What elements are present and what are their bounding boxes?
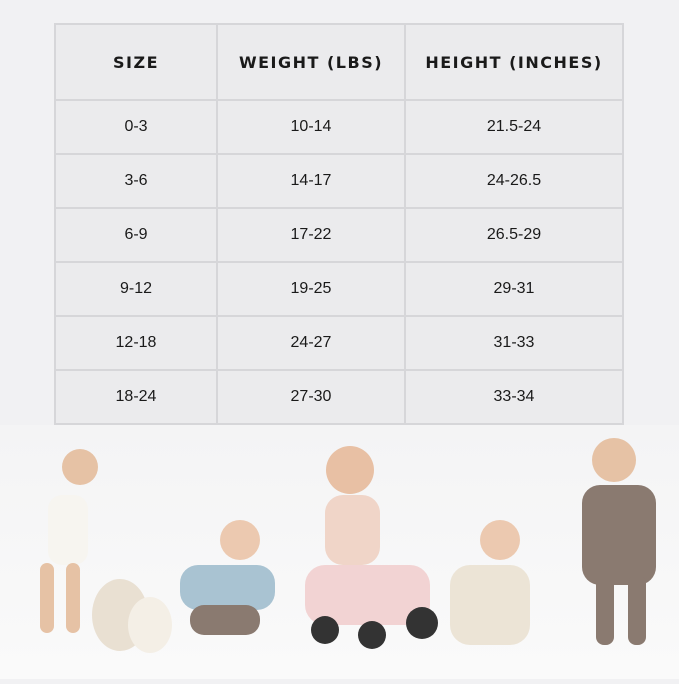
weight-cell: 19-25 xyxy=(216,261,406,317)
table-header-row: SIZE WEIGHT (LBS) HEIGHT (INCHES) xyxy=(54,23,624,101)
size-chart-table: SIZE WEIGHT (LBS) HEIGHT (INCHES) 0-3 10-… xyxy=(54,23,624,425)
weight-cell: 17-22 xyxy=(216,207,406,263)
plush-toys xyxy=(92,579,172,653)
height-cell: 26.5-29 xyxy=(404,207,624,263)
baby-standing-brown xyxy=(582,438,656,645)
table-row: 18-24 27-30 33-34 xyxy=(54,369,624,425)
babies-illustration xyxy=(40,438,656,653)
weight-cell: 10-14 xyxy=(216,99,406,155)
weight-cell: 14-17 xyxy=(216,153,406,209)
table-row: 9-12 19-25 29-31 xyxy=(54,261,624,317)
baby-sitting-blue xyxy=(180,520,275,635)
height-cell: 31-33 xyxy=(404,315,624,371)
babies-photo xyxy=(0,425,679,679)
table-row: 6-9 17-22 26.5-29 xyxy=(54,207,624,263)
size-cell: 0-3 xyxy=(54,99,218,155)
baby-standing-white xyxy=(40,449,98,633)
header-weight: WEIGHT (LBS) xyxy=(216,23,406,101)
header-height: HEIGHT (INCHES) xyxy=(404,23,624,101)
height-cell: 33-34 xyxy=(404,369,624,425)
height-cell: 29-31 xyxy=(404,261,624,317)
header-size: SIZE xyxy=(54,23,218,101)
weight-cell: 24-27 xyxy=(216,315,406,371)
size-cell: 3-6 xyxy=(54,153,218,209)
table-row: 0-3 10-14 21.5-24 xyxy=(54,99,624,155)
table-row: 3-6 14-17 24-26.5 xyxy=(54,153,624,209)
baby-sitting-cream xyxy=(450,520,530,645)
size-cell: 12-18 xyxy=(54,315,218,371)
height-cell: 24-26.5 xyxy=(404,153,624,209)
baby-on-pink-car xyxy=(305,446,438,649)
table-row: 12-18 24-27 31-33 xyxy=(54,315,624,371)
size-cell: 18-24 xyxy=(54,369,218,425)
size-cell: 6-9 xyxy=(54,207,218,263)
weight-cell: 27-30 xyxy=(216,369,406,425)
height-cell: 21.5-24 xyxy=(404,99,624,155)
size-cell: 9-12 xyxy=(54,261,218,317)
